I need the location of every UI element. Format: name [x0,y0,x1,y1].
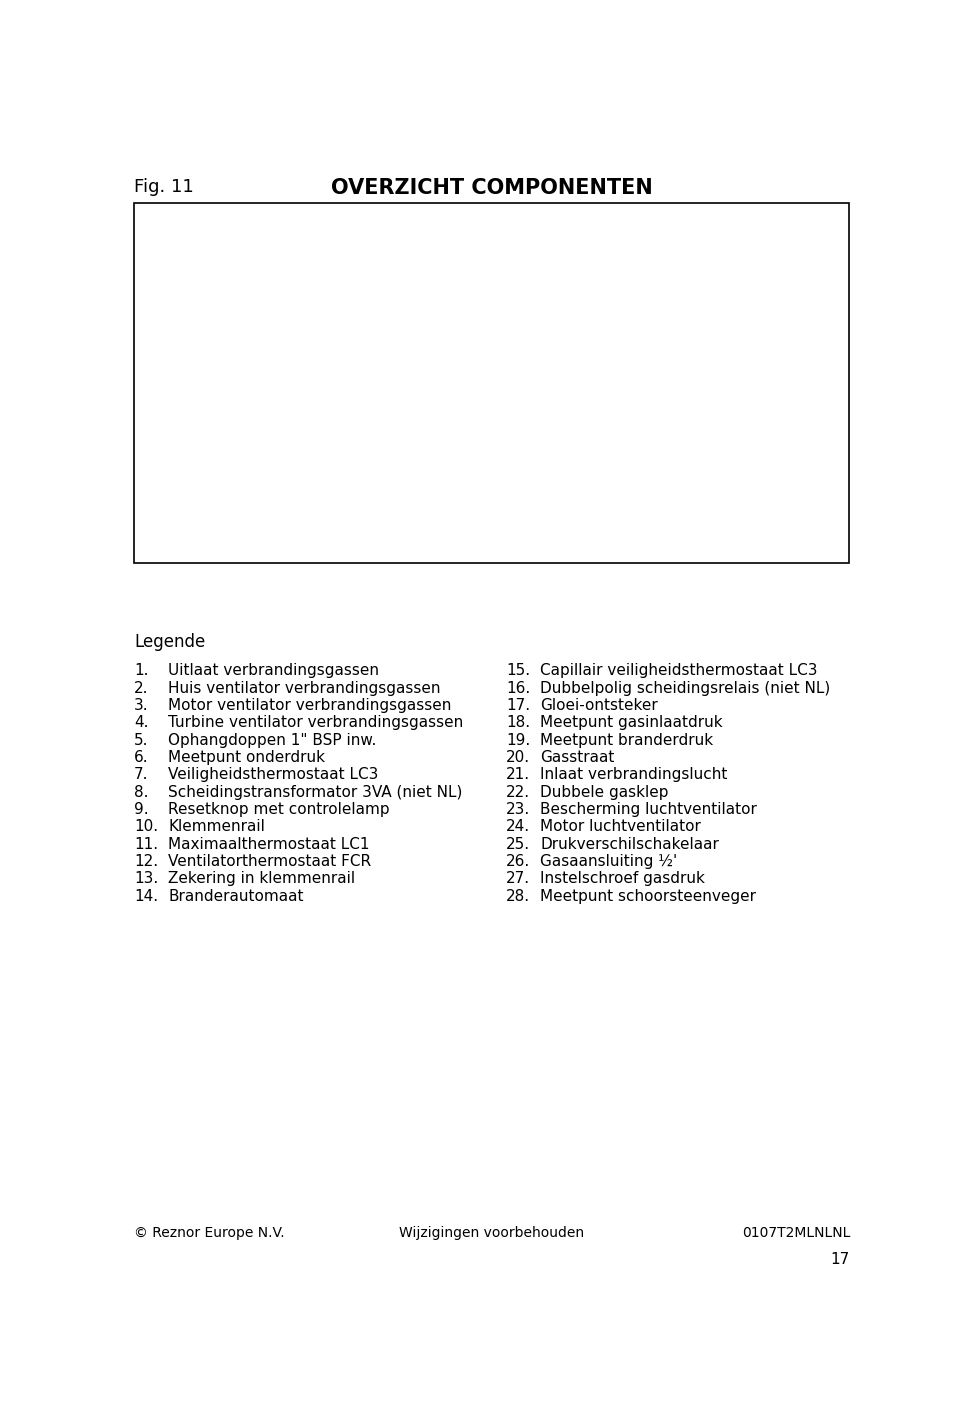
Text: 5.: 5. [134,732,149,748]
Text: 17: 17 [830,1253,850,1267]
Text: Instelschroef gasdruk: Instelschroef gasdruk [540,872,705,886]
Text: 17.: 17. [506,698,530,712]
Text: Fig. 11: Fig. 11 [134,178,194,196]
Text: Motor luchtventilator: Motor luchtventilator [540,819,701,835]
Text: 13.: 13. [134,872,158,886]
Text: 23.: 23. [506,802,530,818]
Text: 24.: 24. [506,819,530,835]
Text: Maximaalthermostaat LC1: Maximaalthermostaat LC1 [168,836,370,852]
Text: © Reznor Europe N.V.: © Reznor Europe N.V. [134,1226,284,1240]
Text: Turbine ventilator verbrandingsgassen: Turbine ventilator verbrandingsgassen [168,715,464,731]
Text: Meetpunt schoorsteenveger: Meetpunt schoorsteenveger [540,889,756,903]
Text: Zekering in klemmenrail: Zekering in klemmenrail [168,872,355,886]
Text: Gasstraat: Gasstraat [540,749,614,765]
Text: Inlaat verbrandingslucht: Inlaat verbrandingslucht [540,768,728,782]
Text: 2.: 2. [134,681,149,695]
Text: Wijzigingen voorbehouden: Wijzigingen voorbehouden [399,1226,585,1240]
Text: 19.: 19. [506,732,530,748]
Text: 0107T2MLNLNL: 0107T2MLNLNL [742,1226,850,1240]
Text: 11.: 11. [134,836,158,852]
Text: 28.: 28. [506,889,530,903]
Text: 4.: 4. [134,715,149,731]
Text: 18.: 18. [506,715,530,731]
Text: OVERZICHT COMPONENTEN: OVERZICHT COMPONENTEN [331,178,653,198]
Text: 14.: 14. [134,889,158,903]
Text: Meetpunt onderdruk: Meetpunt onderdruk [168,749,325,765]
Text: Dubbele gasklep: Dubbele gasklep [540,785,668,799]
Text: 26.: 26. [506,855,530,869]
Text: Ophangdoppen 1" BSP inw.: Ophangdoppen 1" BSP inw. [168,732,376,748]
Text: 10.: 10. [134,819,158,835]
Text: Meetpunt branderdruk: Meetpunt branderdruk [540,732,713,748]
Text: 8.: 8. [134,785,149,799]
Text: 21.: 21. [506,768,530,782]
Text: 1.: 1. [134,664,149,678]
Text: Klemmenrail: Klemmenrail [168,819,265,835]
Text: 25.: 25. [506,836,530,852]
Text: Legende: Legende [134,633,205,651]
Text: Motor ventilator verbrandingsgassen: Motor ventilator verbrandingsgassen [168,698,451,712]
Text: Capillair veiligheidsthermostaat LC3: Capillair veiligheidsthermostaat LC3 [540,664,818,678]
Bar [134,203,849,563]
Text: 3.: 3. [134,698,149,712]
Text: Huis ventilator verbrandingsgassen: Huis ventilator verbrandingsgassen [168,681,441,695]
Text: Meetpunt gasinlaatdruk: Meetpunt gasinlaatdruk [540,715,723,731]
Text: Gloei-ontsteker: Gloei-ontsteker [540,698,658,712]
Text: Drukverschilschakelaar: Drukverschilschakelaar [540,836,719,852]
Text: Uitlaat verbrandingsgassen: Uitlaat verbrandingsgassen [168,664,379,678]
Text: Gasaansluiting ½': Gasaansluiting ½' [540,855,678,869]
Text: Bescherming luchtventilator: Bescherming luchtventilator [540,802,756,818]
Text: 27.: 27. [506,872,530,886]
Text: 16.: 16. [506,681,530,695]
Text: 12.: 12. [134,855,158,869]
Text: 9.: 9. [134,802,149,818]
Text: Dubbelpolig scheidingsrelais (niet NL): Dubbelpolig scheidingsrelais (niet NL) [540,681,830,695]
Text: Ventilatorthermostaat FCR: Ventilatorthermostaat FCR [168,855,372,869]
Text: 15.: 15. [506,664,530,678]
Text: 7.: 7. [134,768,149,782]
Text: Branderautomaat: Branderautomaat [168,889,303,903]
Text: 20.: 20. [506,749,530,765]
Text: 22.: 22. [506,785,530,799]
Text: Veiligheidsthermostaat LC3: Veiligheidsthermostaat LC3 [168,768,378,782]
Text: Scheidingstransformator 3VA (niet NL): Scheidingstransformator 3VA (niet NL) [168,785,463,799]
Text: 6.: 6. [134,749,149,765]
Text: Resetknop met controlelamp: Resetknop met controlelamp [168,802,390,818]
